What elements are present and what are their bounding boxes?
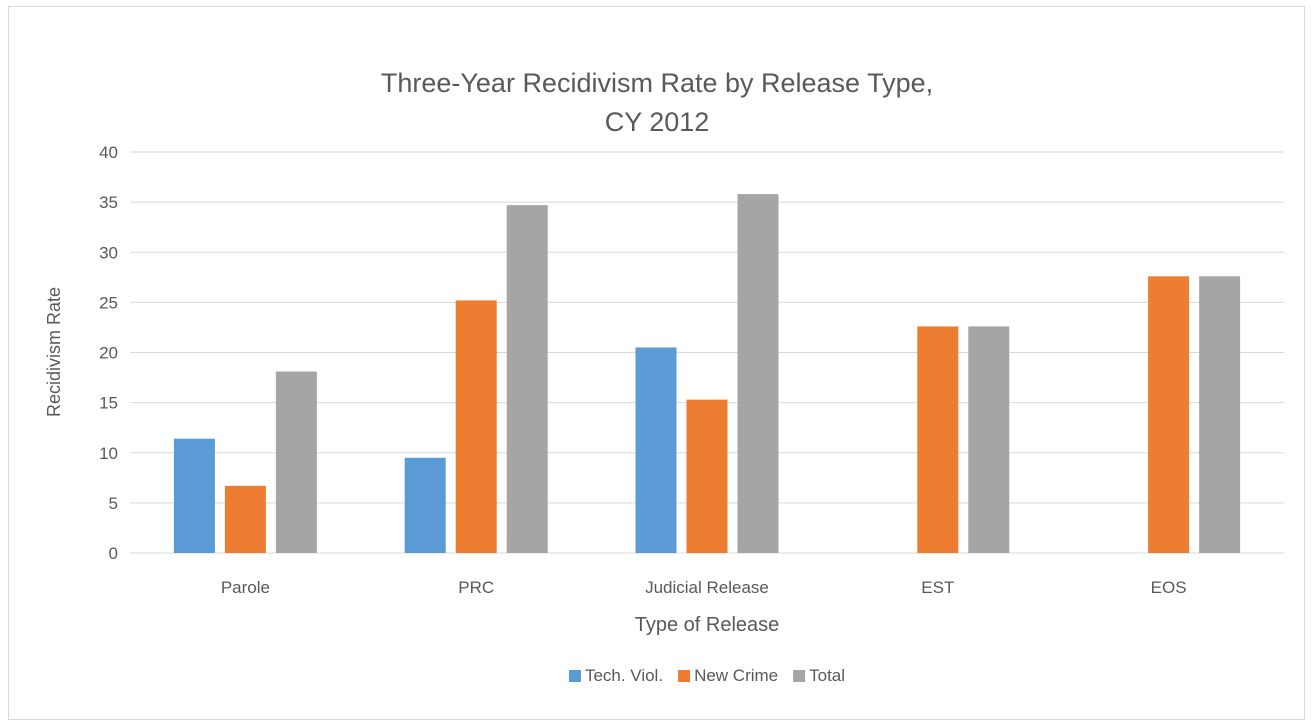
- y-tick-label: 30: [99, 243, 118, 262]
- bar: [686, 399, 728, 553]
- legend-swatch: [793, 670, 806, 682]
- gridlines: [130, 151, 1284, 554]
- y-tick-label: 0: [109, 544, 118, 563]
- x-tick-labels: Parole PRC Judicial Release EST EOS: [221, 578, 1187, 597]
- y-tick-labels: 0 5 10 15 20 25 30 35 40: [99, 143, 118, 563]
- bar: [968, 326, 1010, 553]
- y-tick-label: 20: [99, 344, 118, 363]
- x-tick-label: Parole: [221, 578, 270, 597]
- x-tick-label: Judicial Release: [645, 578, 769, 597]
- y-axis-label: Recidivism Rate: [44, 287, 64, 417]
- x-tick-label: PRC: [458, 578, 494, 597]
- bar: [635, 347, 677, 553]
- x-axis-label: Type of Release: [635, 614, 780, 636]
- bar: [737, 194, 779, 554]
- legend-swatch: [568, 670, 581, 682]
- legend: Tech. Viol. New Crime Total: [568, 666, 845, 685]
- chart-title-line2: CY 2012: [605, 107, 710, 137]
- y-tick-label: 10: [99, 444, 118, 463]
- y-tick-label: 40: [99, 143, 118, 162]
- bars: [173, 194, 1241, 554]
- legend-item: New Crime: [678, 666, 778, 685]
- bar: [1148, 276, 1190, 553]
- y-tick-label: 25: [99, 293, 118, 312]
- bar: [404, 457, 446, 553]
- x-tick-label: EST: [921, 578, 954, 597]
- legend-label: Total: [809, 666, 845, 685]
- bar: [173, 438, 215, 553]
- bar: [1199, 276, 1241, 553]
- x-tick-label: EOS: [1151, 578, 1187, 597]
- bar: [224, 485, 266, 553]
- legend-swatch: [678, 670, 691, 682]
- bar: [455, 300, 497, 553]
- legend-label: New Crime: [694, 666, 778, 685]
- y-tick-label: 15: [99, 394, 118, 413]
- bar: [506, 205, 548, 553]
- legend-item: Tech. Viol.: [568, 666, 663, 685]
- bar: [917, 326, 959, 553]
- legend-item: Total: [793, 666, 845, 685]
- chart-title-line1: Three-Year Recidivism Rate by Release Ty…: [381, 68, 933, 98]
- y-tick-label: 5: [109, 494, 118, 513]
- legend-label: Tech. Viol.: [585, 666, 663, 685]
- y-tick-label: 35: [99, 193, 118, 212]
- bar: [275, 371, 317, 553]
